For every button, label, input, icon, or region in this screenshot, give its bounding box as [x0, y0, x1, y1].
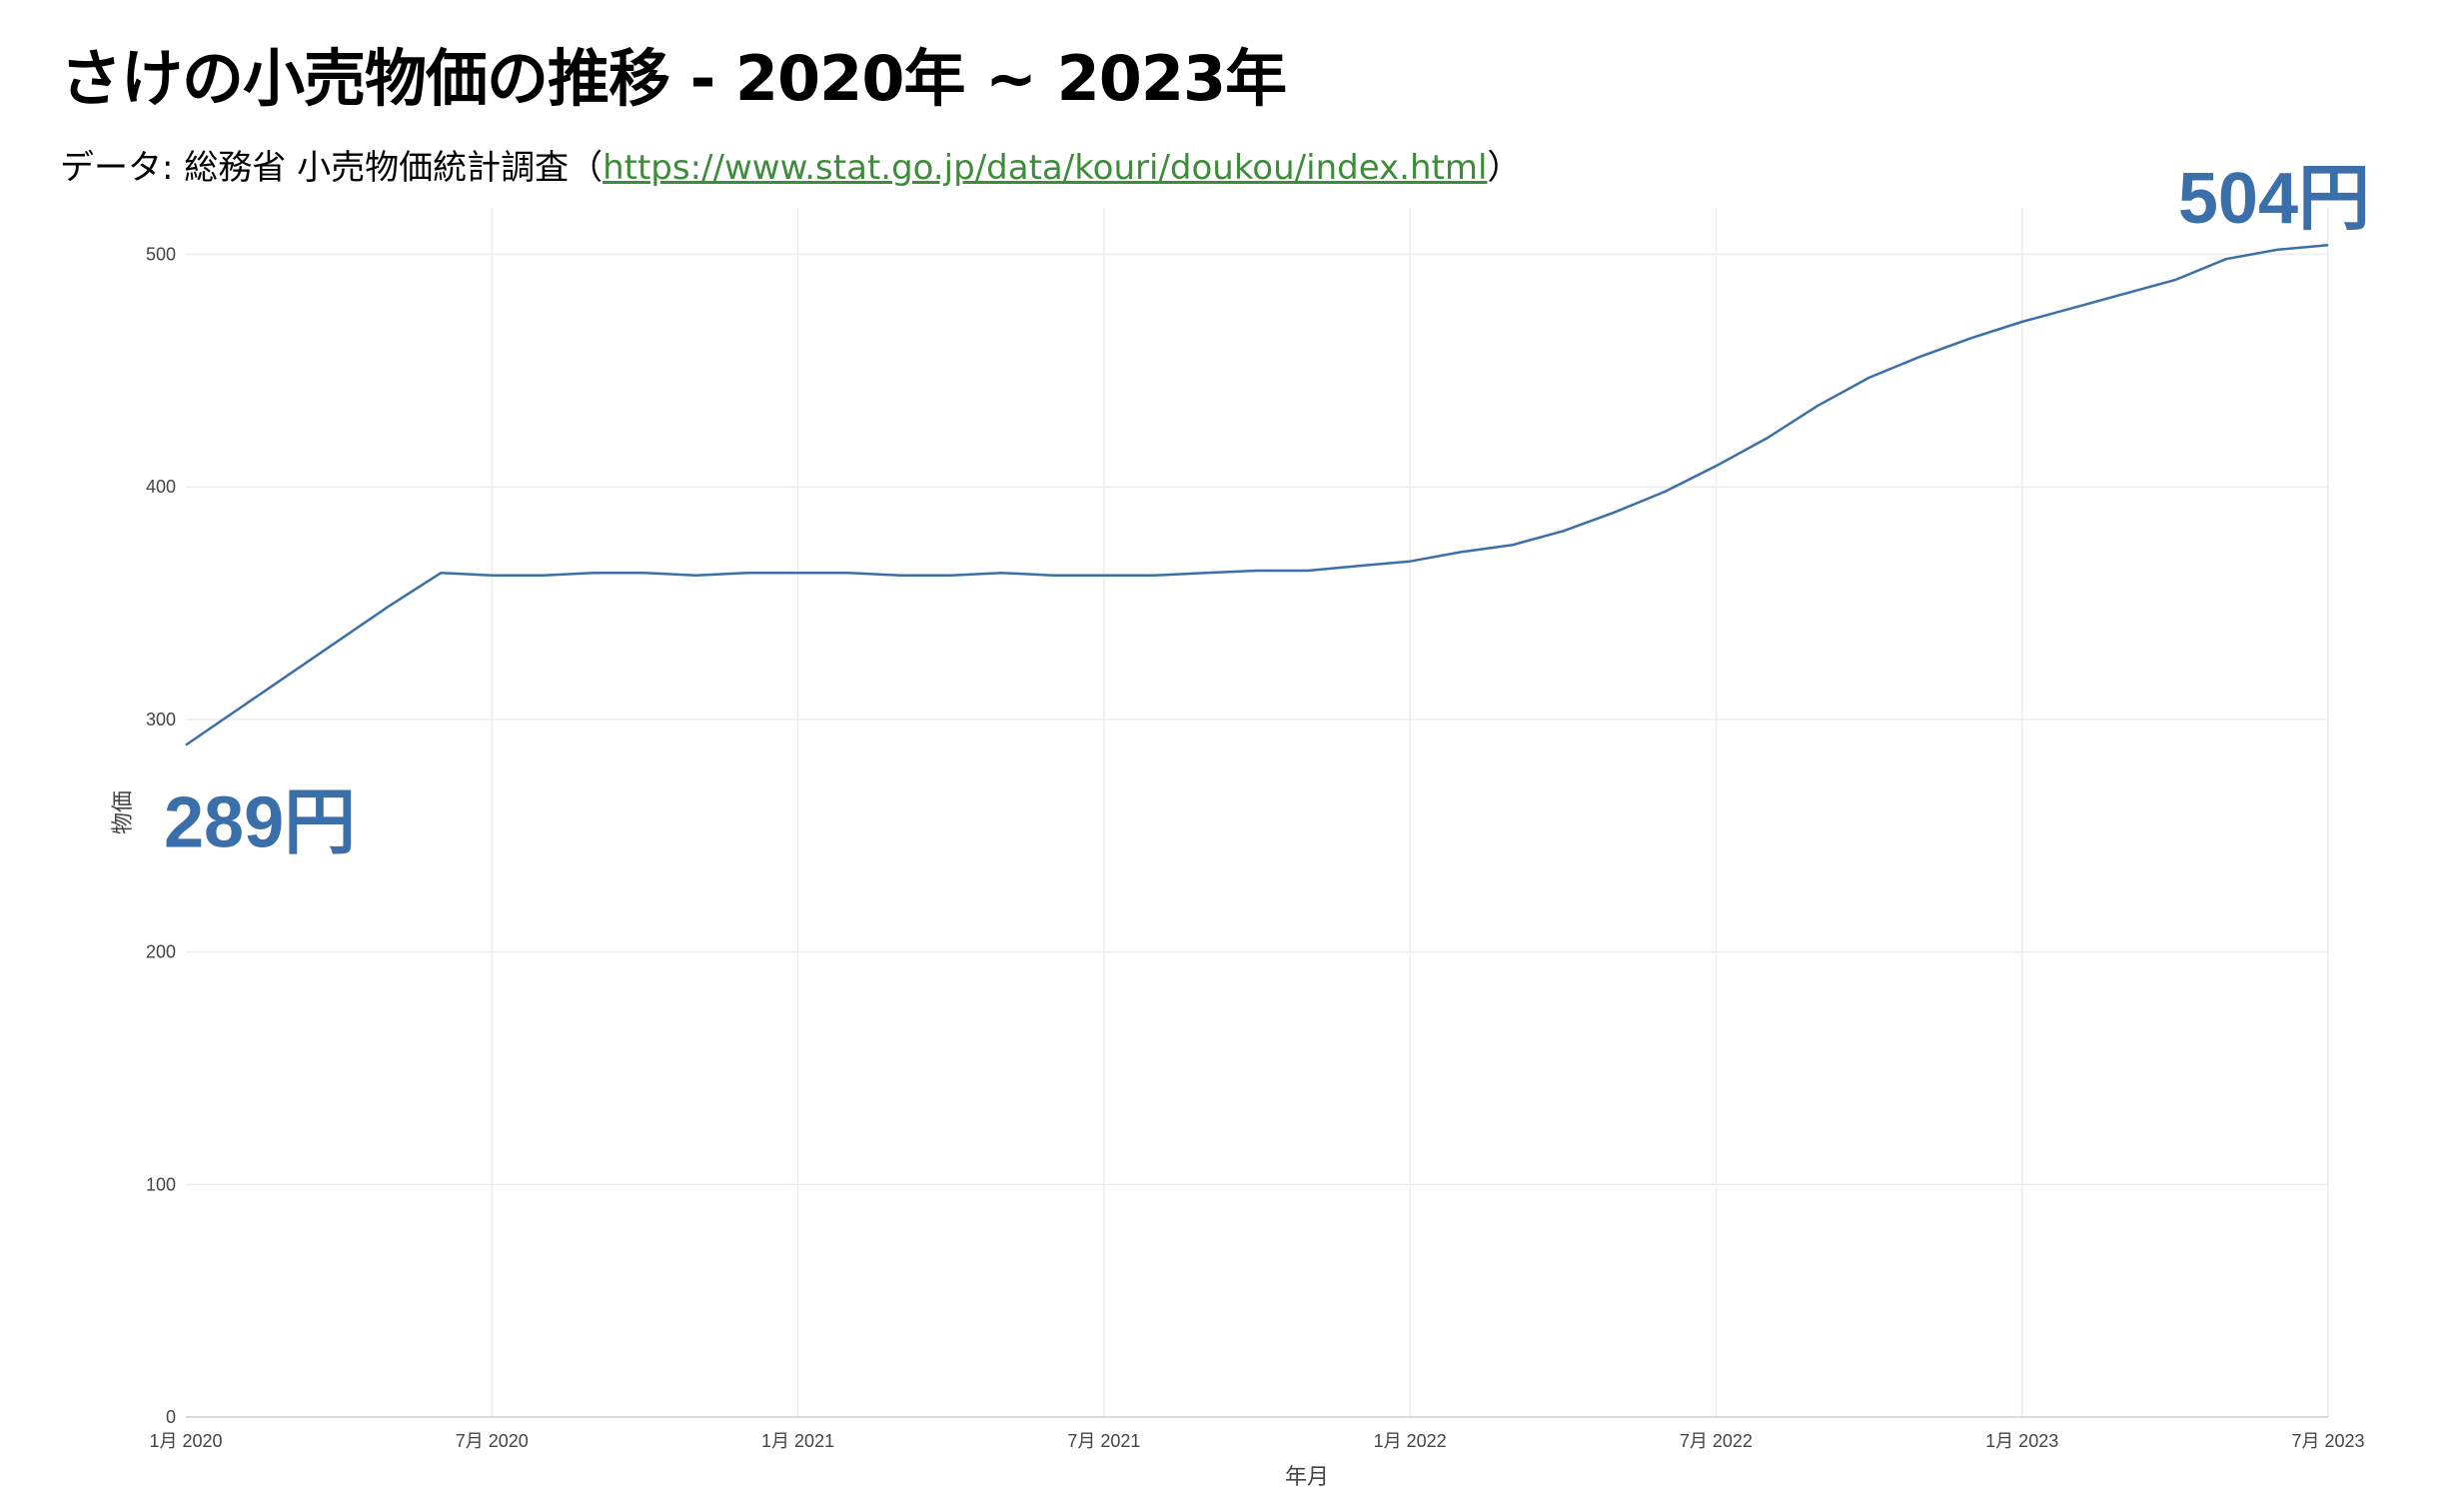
data-point [2325, 242, 2331, 248]
y-tick-label: 100 [146, 1174, 176, 1194]
data-point [692, 573, 698, 579]
y-axis-title: 物価 [110, 790, 135, 834]
data-point [2070, 305, 2076, 311]
data-point [1407, 559, 1413, 565]
x-tick-label: 1月 2022 [1374, 1431, 1447, 1451]
x-axis-title: 年月 [1285, 1464, 1329, 1489]
subtitle-closing-paren: ） [1487, 148, 1522, 188]
data-point [1203, 570, 1209, 576]
x-tick-label: 7月 2021 [1067, 1431, 1140, 1451]
data-point [1764, 435, 1770, 441]
data-point [336, 638, 342, 644]
chart-subtitle: データ: 総務省 小売物価統計調査（https://www.stat.go.jp… [60, 140, 1521, 189]
data-point [183, 743, 189, 749]
data-point [540, 573, 546, 579]
data-point [1560, 528, 1566, 534]
y-tick-label: 400 [146, 477, 176, 497]
data-point [1050, 573, 1056, 579]
grid-lines [186, 208, 2329, 1417]
axes: 0 100 200 300 400 500 1月 2020 7月 2020 1月 2021 7月 … [110, 245, 2365, 1489]
subtitle-source-text: データ: 総務省 小売物価統計調査（ [60, 148, 604, 188]
data-point [1254, 568, 1260, 574]
data-point [234, 708, 240, 714]
x-tick-label: 1月 2020 [149, 1431, 222, 1451]
data-point [846, 570, 852, 576]
x-tick-label: 7月 2023 [2291, 1431, 2364, 1451]
callout-labels: 289円 504円 [164, 159, 2370, 862]
data-point [744, 570, 750, 576]
x-tick-label: 7月 2022 [1680, 1431, 1753, 1451]
data-point [2121, 291, 2127, 297]
x-tick-label: 1月 2021 [761, 1431, 834, 1451]
data-point [387, 603, 393, 609]
data-point [1713, 463, 1719, 469]
series [183, 242, 2331, 749]
data-point [2019, 319, 2025, 325]
data-point [1152, 573, 1158, 579]
data-point [1611, 510, 1617, 516]
data-point [1866, 375, 1872, 381]
data-point [641, 570, 647, 576]
data-point [2223, 256, 2229, 262]
data-point [1662, 489, 1668, 495]
y-tick-label: 300 [146, 710, 176, 730]
data-point [1458, 549, 1464, 555]
data-point [999, 570, 1005, 576]
data-point [948, 573, 954, 579]
data-point [489, 573, 495, 579]
data-point [285, 673, 291, 679]
data-point [1917, 354, 1923, 360]
chart-title: さけの小売物価の推移 - 2020年 ~ 2023年 [60, 42, 1287, 115]
end-value-label: 504円 [2178, 159, 2370, 239]
x-tick-label: 1月 2023 [1985, 1431, 2058, 1451]
y-tick-label: 200 [146, 942, 176, 962]
data-point [1968, 335, 1974, 341]
start-value-label: 289円 [164, 783, 356, 863]
series-line [185, 243, 2329, 747]
source-link[interactable]: https://www.stat.go.jp/data/kouri/doukou… [603, 148, 1488, 188]
data-point [1816, 403, 1822, 409]
data-point [591, 570, 597, 576]
x-tick-label: 7月 2020 [456, 1431, 529, 1451]
data-point [2274, 247, 2280, 253]
data-point [1305, 568, 1311, 574]
data-point [897, 573, 903, 579]
data-point [795, 570, 801, 576]
data-point [1509, 542, 1515, 548]
y-tick-label: 0 [166, 1407, 176, 1427]
data-point [1101, 573, 1107, 579]
y-tick-label: 500 [146, 245, 176, 265]
data-point [438, 570, 444, 576]
data-point [1356, 563, 1362, 569]
data-point [2172, 277, 2178, 283]
